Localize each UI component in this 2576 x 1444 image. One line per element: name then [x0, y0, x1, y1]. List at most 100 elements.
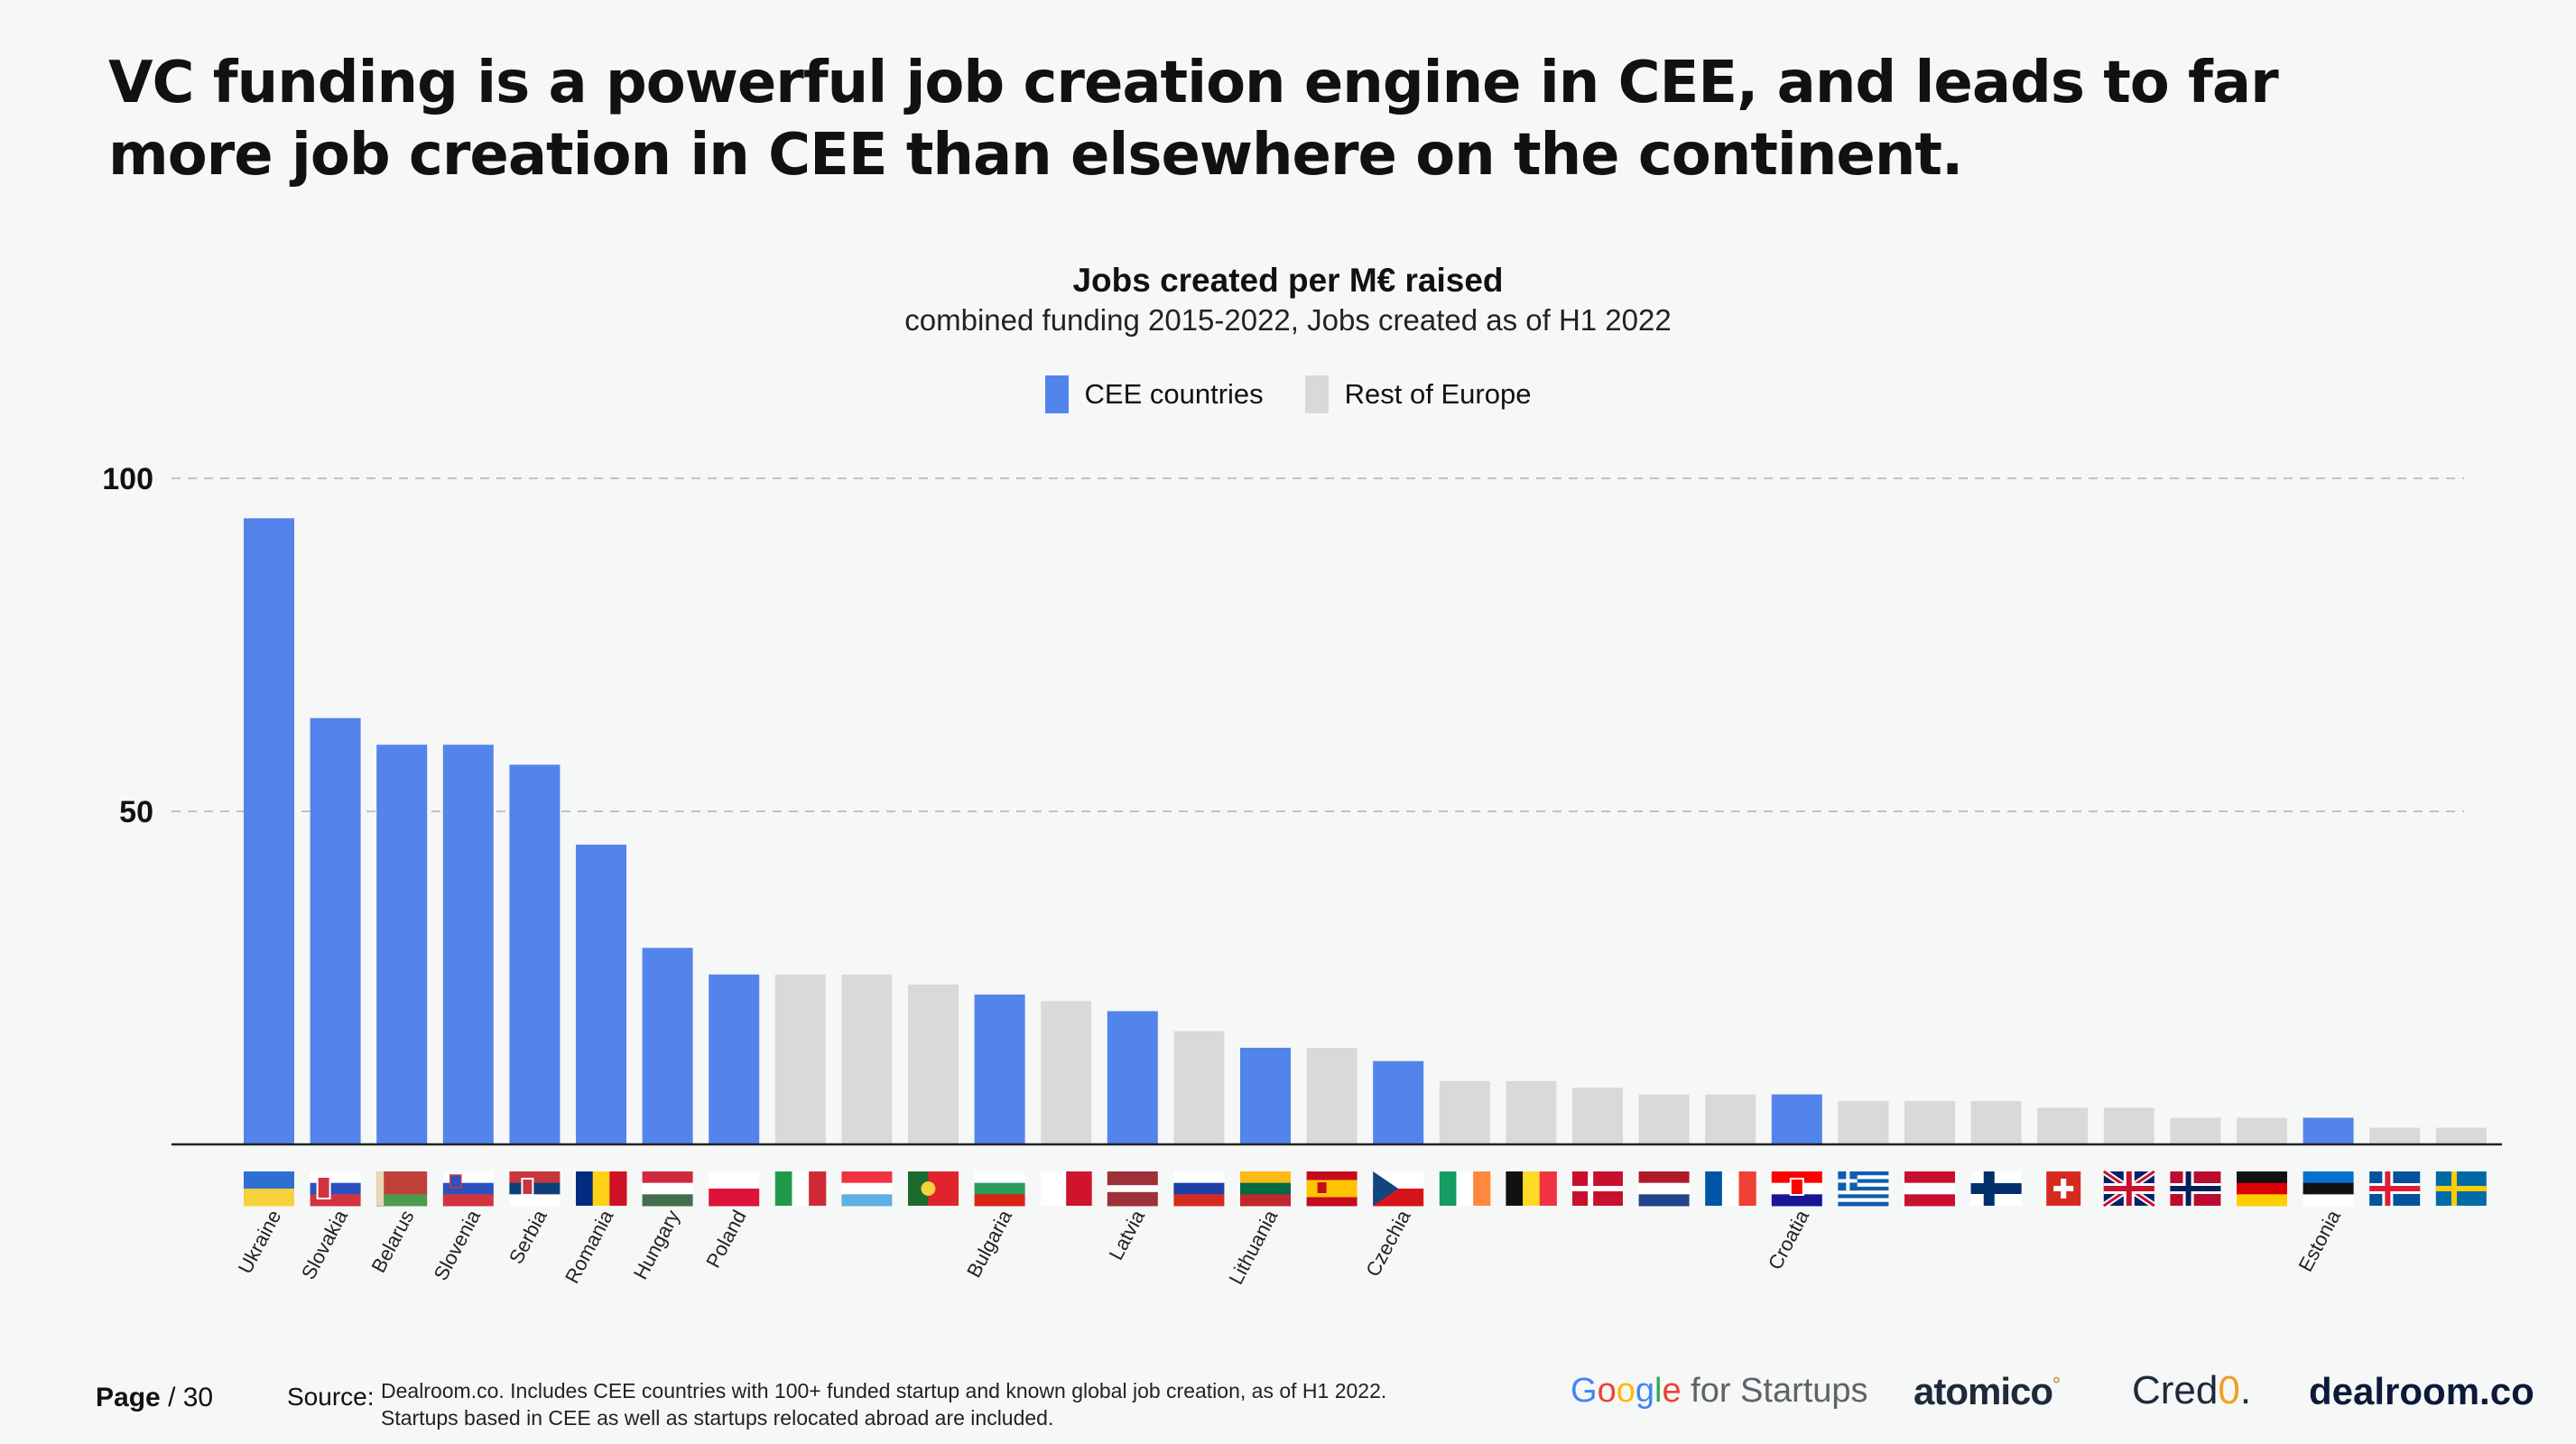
page-number: Page / 30 [96, 1383, 213, 1413]
bar-ru [1173, 1031, 1225, 1144]
bar-at [1904, 1101, 1955, 1144]
bar-romania [576, 844, 626, 1144]
flag-icon-mt [1041, 1171, 1092, 1206]
flag-icon-es [1306, 1171, 1357, 1207]
google-for-startups-logo: Google for Startups [1571, 1372, 1868, 1410]
page-count: / 30 [168, 1383, 214, 1412]
legend-label-rest: Rest of Europe [1344, 378, 1532, 410]
x-tick-label: Slovakia [297, 1206, 352, 1283]
flag-icon-lv [1107, 1171, 1158, 1207]
x-tick-label: Croatia [1764, 1206, 1814, 1273]
legend-label-cee: CEE countries [1084, 378, 1264, 410]
flag-icon-hu [642, 1171, 693, 1207]
bar-poland [709, 974, 760, 1144]
flag-icon-be [1506, 1171, 1557, 1206]
credo-logo: Cred0. [2132, 1368, 2252, 1412]
flag-icon-gr [1838, 1171, 1889, 1207]
x-tick-label: Czechia [1361, 1206, 1415, 1281]
bar-pt [908, 984, 959, 1144]
flag-icon-ru [1173, 1171, 1225, 1207]
chart-title: Jobs created per M€ raised [1072, 262, 1504, 299]
x-tick-label: Hungary [629, 1207, 684, 1283]
flag-icon-ua [244, 1171, 294, 1207]
bar-nl [1638, 1094, 1690, 1144]
bar-fr [1705, 1094, 1756, 1144]
bar-ukraine [244, 518, 294, 1144]
flag-icon-ch [2046, 1171, 2081, 1206]
x-tick-label: Romania [561, 1206, 618, 1287]
flag-icon-cz [1373, 1171, 1424, 1207]
flag-icon-no [2170, 1171, 2221, 1206]
flag-icon-rs [509, 1171, 561, 1207]
x-tick-label: Estonia [2293, 1206, 2345, 1275]
flag-icon-pt [908, 1171, 959, 1206]
x-tick-label: Poland [701, 1207, 750, 1272]
flag-icon-at [1904, 1171, 1955, 1207]
flag-icon-it [774, 1171, 827, 1206]
bar-latvia [1107, 1011, 1158, 1144]
bar-be [1506, 1080, 1557, 1144]
bar-is [2369, 1127, 2421, 1144]
x-tick-label: Slovenia [430, 1206, 486, 1284]
bar-croatia [1771, 1094, 1822, 1144]
flag-icon-fr [1705, 1171, 1756, 1206]
flag-icon-se [2435, 1171, 2487, 1206]
bar-estonia [2303, 1117, 2354, 1144]
page-label: Page [96, 1383, 161, 1412]
flag-icon-bg [974, 1171, 1025, 1207]
bar-dk [1572, 1088, 1623, 1144]
flag-icon-is [2369, 1171, 2421, 1206]
source-text: Dealroom.co. Includes CEE countries with… [381, 1377, 1554, 1431]
x-tick-label: Serbia [505, 1206, 551, 1268]
bar-czechia [1373, 1060, 1424, 1144]
dealroom-logo: dealroom.co [2309, 1370, 2534, 1412]
bar-ie [1439, 1080, 1490, 1144]
bar-lithuania [1240, 1047, 1291, 1144]
bar-lu [841, 974, 893, 1144]
bar-gr [1838, 1101, 1889, 1144]
bar-de [2237, 1117, 2287, 1144]
x-tick-label: Ukraine [234, 1207, 286, 1278]
flag-icon-de [2237, 1171, 2287, 1207]
chart-subtitle: combined funding 2015-2022, Jobs created… [904, 303, 1672, 337]
flag-icon-pl [709, 1171, 760, 1207]
source-line-1: Dealroom.co. Includes CEE countries with… [381, 1379, 1387, 1402]
legend-swatch-cee [1044, 375, 1069, 413]
legend-swatch-rest [1304, 375, 1329, 413]
flag-icon-lt [1240, 1171, 1291, 1207]
bar-slovenia [442, 745, 494, 1144]
bar-no [2170, 1117, 2221, 1144]
legend-item-rest: Rest of Europe [1304, 375, 1532, 413]
source-line-2: Startups based in CEE as well as startup… [381, 1406, 1054, 1430]
atomico-logo: atomico° [1913, 1370, 2061, 1412]
bar-belarus [376, 745, 428, 1144]
bar-serbia [509, 764, 561, 1144]
chart-legend: CEE countries Rest of Europe [0, 375, 2576, 413]
bar-chart: 50 100 Ukraine Slovakia Belarus Slovenia Serbi… [102, 462, 2502, 1288]
x-tick-label: Belarus [367, 1207, 419, 1277]
flag-icon-ro [576, 1171, 627, 1206]
x-tick-label: Lithuania [1224, 1206, 1282, 1288]
flag-icon-nl [1638, 1171, 1690, 1207]
flag-icon-si [442, 1171, 494, 1207]
flag-icon-gb [2101, 1169, 2156, 1208]
bar-ch [2037, 1107, 2089, 1144]
flag-icon-hr [1771, 1171, 1822, 1207]
bar-fi [1970, 1101, 2022, 1144]
flag-icon-ie [1439, 1171, 1491, 1206]
legend-item-cee: CEE countries [1044, 375, 1264, 413]
flag-icon-sk [310, 1171, 361, 1207]
y-tick-label: 100 [102, 462, 153, 496]
flag-icon-ee [2303, 1171, 2354, 1207]
flag-icon-dk [1572, 1171, 1623, 1206]
x-tick-label: Latvia [1105, 1206, 1150, 1264]
bar-slovakia [310, 717, 361, 1144]
bar-se [2435, 1127, 2487, 1144]
bar-mt [1041, 1001, 1092, 1144]
flag-icon-lu [841, 1171, 893, 1207]
bar-bulgaria [974, 994, 1025, 1144]
x-tick-label: Bulgaria [962, 1206, 1016, 1282]
source-label: Source: [287, 1383, 375, 1411]
page-headline: VC funding is a powerful job creation en… [108, 50, 2279, 189]
flag-icon-fi [1970, 1171, 2022, 1206]
